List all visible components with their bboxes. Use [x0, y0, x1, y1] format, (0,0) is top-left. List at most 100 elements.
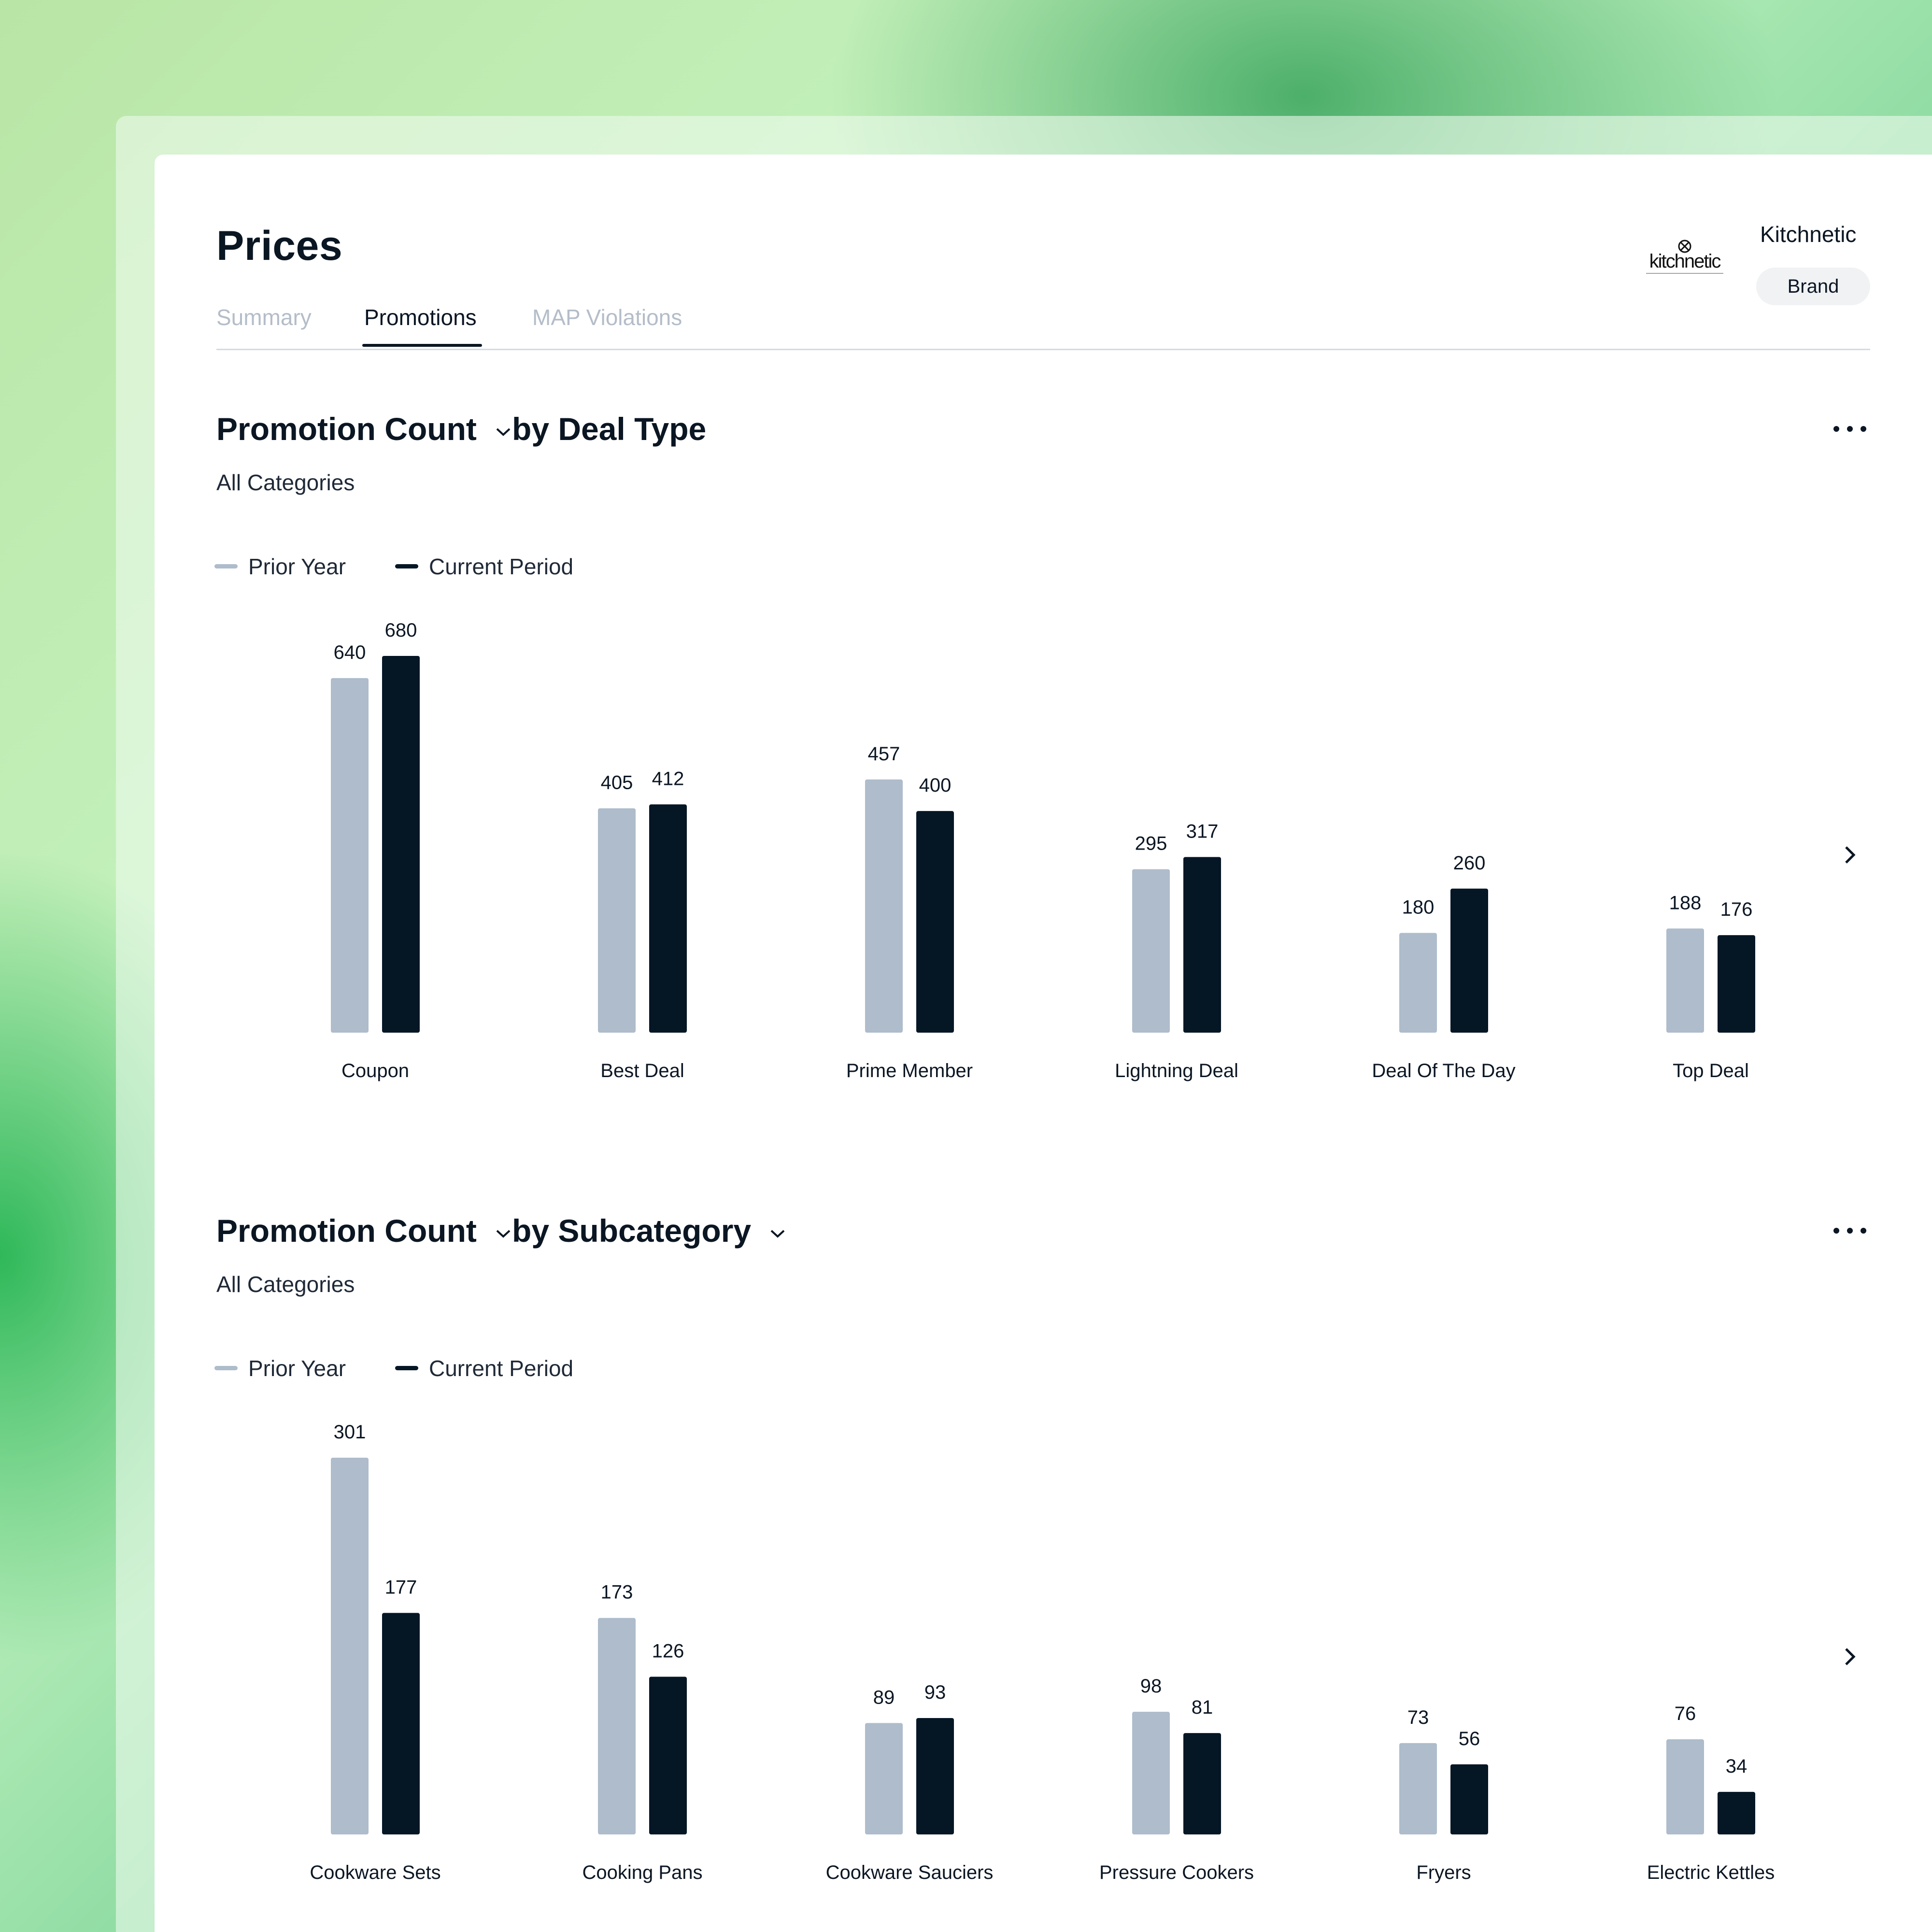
data-label: 412: [652, 768, 684, 789]
bar-current-period: [1450, 888, 1488, 1033]
bar-prior-year: [1399, 933, 1437, 1033]
bar-chart-deal-type: 640 680 Coupon 405 412 Best Deal 457 400 Prime M…: [331, 620, 1755, 1081]
chevron-right-icon[interactable]: [1835, 840, 1864, 869]
bar-prior-year: [1132, 1712, 1170, 1834]
data-label: 76: [1675, 1703, 1696, 1724]
data-label: 73: [1407, 1707, 1429, 1728]
bar-current-period: [916, 1718, 954, 1834]
category-label: Lightning Deal: [1115, 1060, 1238, 1081]
chevron-down-icon: [496, 428, 511, 436]
legend-label: Current Period: [429, 554, 574, 579]
data-label: 680: [385, 620, 417, 641]
category-label: Best Deal: [600, 1060, 684, 1081]
legend-swatch: [395, 1366, 418, 1371]
brand-logo: kitchnetic: [1646, 240, 1723, 274]
bar-current-period: [1183, 1733, 1221, 1834]
data-label: 405: [601, 772, 633, 793]
brand-type-badge: Brand: [1756, 268, 1870, 305]
chart-subtitle: All Categories: [216, 470, 355, 495]
legend-label: Current Period: [429, 1356, 574, 1381]
data-label: 400: [919, 775, 952, 796]
data-label: 93: [924, 1682, 946, 1703]
legend-prior-year: Prior Year: [214, 554, 346, 580]
dimension-label: by Deal Type: [512, 411, 707, 447]
tab-summary[interactable]: Summary: [216, 305, 312, 330]
data-label: 295: [1135, 833, 1167, 854]
metric-dropdown[interactable]: Promotion Count: [216, 1212, 511, 1249]
data-label: 56: [1459, 1728, 1480, 1749]
data-label: 89: [873, 1687, 895, 1708]
active-tab-indicator: [362, 344, 482, 347]
chevron-down-icon: [496, 1230, 511, 1238]
data-label: 640: [334, 642, 366, 663]
category-label: Fryers: [1416, 1862, 1471, 1883]
bar-prior-year: [1666, 928, 1704, 1033]
category-label: Cooking Pans: [582, 1862, 702, 1883]
data-label: 260: [1453, 852, 1486, 874]
bar-prior-year: [865, 1723, 903, 1834]
more-options-icon[interactable]: [1831, 419, 1869, 439]
bar-current-period: [1183, 857, 1221, 1033]
bar-current-period: [382, 1613, 420, 1834]
metric-dropdown[interactable]: Promotion Count: [216, 411, 511, 447]
bar-prior-year: [1399, 1743, 1437, 1834]
category-label: Electric Kettles: [1647, 1862, 1775, 1883]
chevron-down-icon: [771, 1230, 785, 1238]
legend-prior-year: Prior Year: [214, 1355, 346, 1381]
brand-name: Kitchnetic: [1760, 222, 1857, 247]
tab-map-violations[interactable]: MAP Violations: [532, 305, 682, 330]
bar-prior-year: [865, 779, 903, 1033]
bar-current-period: [916, 811, 954, 1033]
metric-label: Promotion Count: [216, 1213, 477, 1249]
data-label: 180: [1402, 897, 1435, 918]
category-label: Cookware Sets: [310, 1862, 440, 1883]
chevron-right-icon[interactable]: [1835, 1642, 1864, 1671]
legend-current-period: Current Period: [395, 1355, 573, 1381]
data-label: 34: [1726, 1756, 1747, 1777]
category-label: Coupon: [341, 1060, 409, 1081]
bar-prior-year: [331, 1458, 369, 1834]
dimension-label: by Subcategory: [512, 1213, 752, 1249]
tab-promotions[interactable]: Promotions: [364, 305, 477, 330]
bar-prior-year: [598, 1618, 636, 1834]
category-label: Pressure Cookers: [1099, 1862, 1254, 1883]
legend-swatch: [395, 564, 418, 569]
data-label: 176: [1720, 899, 1753, 920]
legend-swatch: [214, 1366, 238, 1371]
data-label: 317: [1186, 821, 1219, 842]
bar-current-period: [382, 656, 420, 1033]
bar-current-period: [649, 1676, 687, 1834]
page-title: Prices: [216, 223, 343, 269]
data-label: 173: [601, 1582, 633, 1603]
data-label: 98: [1140, 1676, 1162, 1697]
bar-prior-year: [1132, 869, 1170, 1033]
dimension-dropdown[interactable]: by Subcategory: [512, 1212, 786, 1249]
category-label: Top Deal: [1673, 1060, 1749, 1081]
bar-chart-subcategory: 301 177 Cookware Sets 173 126 Cooking Pans 89 9…: [310, 1421, 1775, 1883]
bar-prior-year: [331, 678, 369, 1033]
legend-label: Prior Year: [248, 1356, 346, 1381]
main-panel: [155, 155, 1932, 1932]
data-label: 457: [868, 743, 900, 765]
bar-current-period: [1450, 1764, 1488, 1834]
legend-current-period: Current Period: [395, 554, 573, 580]
bar-current-period: [1718, 1791, 1755, 1834]
legend-label: Prior Year: [248, 554, 346, 579]
brand-logo-text: kitchnetic: [1649, 251, 1721, 272]
data-label: 177: [385, 1577, 417, 1598]
whisk-icon: [1678, 240, 1691, 253]
bar-current-period: [649, 804, 687, 1033]
data-label: 126: [652, 1640, 684, 1662]
more-options-icon[interactable]: [1831, 1221, 1869, 1240]
category-label: Deal Of The Day: [1372, 1060, 1515, 1081]
category-label: Prime Member: [846, 1060, 973, 1081]
tab-bar: Summary Promotions MAP Violations: [216, 304, 1870, 350]
bar-prior-year: [598, 808, 636, 1033]
data-label: 301: [334, 1421, 366, 1443]
data-label: 81: [1192, 1697, 1213, 1718]
chart-subtitle: All Categories: [216, 1272, 355, 1297]
category-label: Cookware Sauciers: [826, 1862, 994, 1883]
metric-label: Promotion Count: [216, 411, 477, 447]
bar-prior-year: [1666, 1739, 1704, 1834]
bar-current-period: [1718, 935, 1755, 1033]
